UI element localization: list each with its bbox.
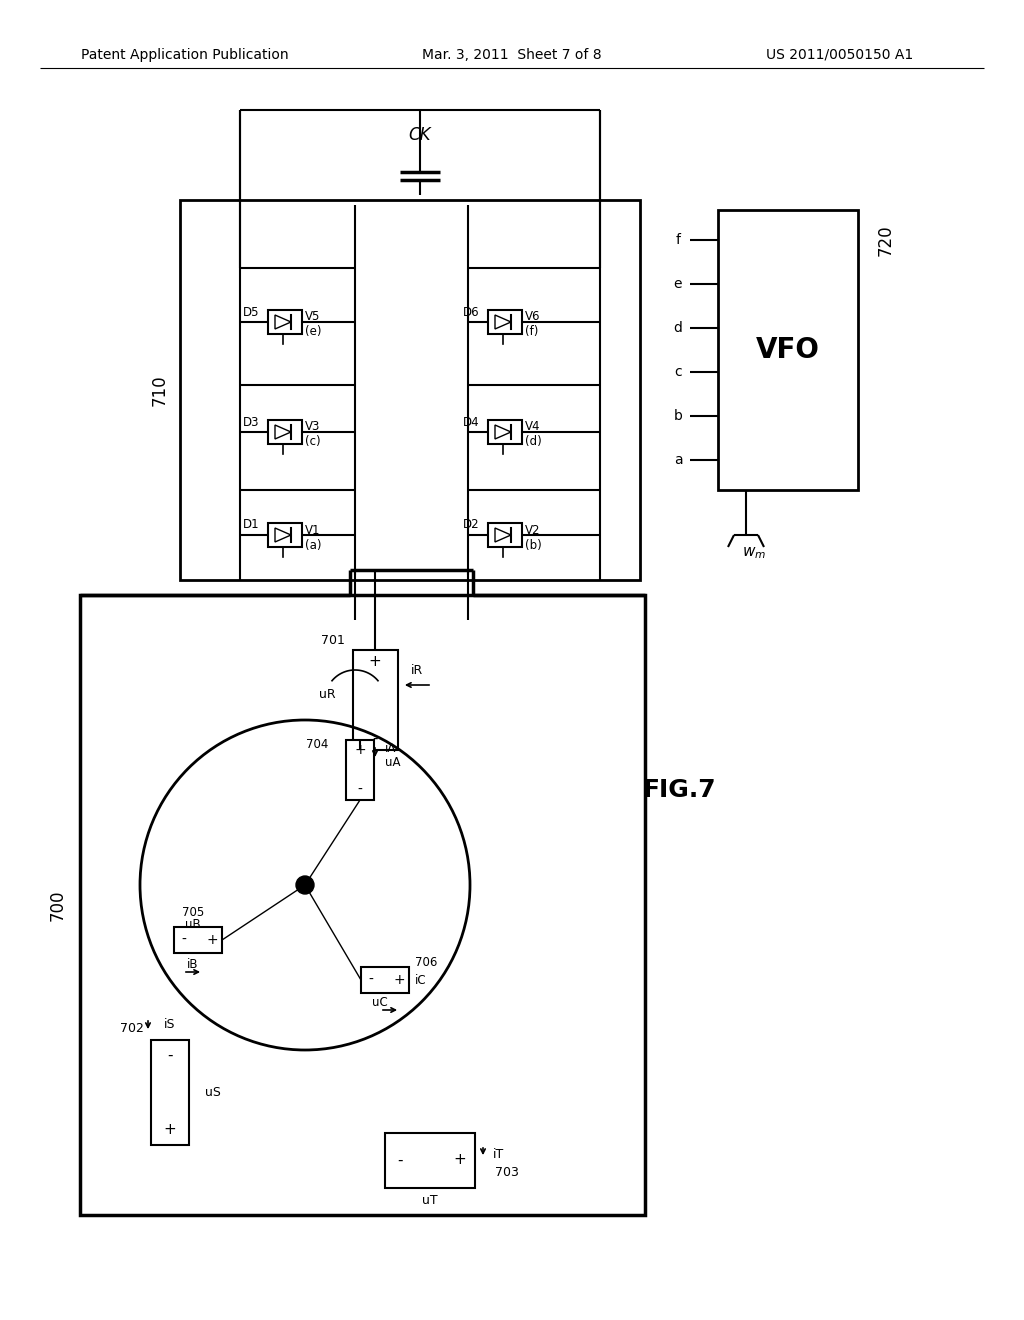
Text: uA: uA xyxy=(385,755,400,768)
Text: -: - xyxy=(397,1152,402,1167)
Text: f: f xyxy=(676,234,681,247)
Text: 706: 706 xyxy=(415,956,437,969)
Bar xyxy=(718,210,858,490)
Text: 704: 704 xyxy=(305,738,328,751)
Text: D1: D1 xyxy=(243,519,260,532)
Text: uC: uC xyxy=(372,995,388,1008)
Text: $w_m$: $w_m$ xyxy=(742,545,766,561)
Text: 710: 710 xyxy=(151,374,169,405)
Text: V5: V5 xyxy=(305,310,321,323)
Text: +: + xyxy=(369,655,381,669)
Bar xyxy=(268,523,302,546)
Text: -: - xyxy=(357,783,362,797)
Text: uB: uB xyxy=(185,917,201,931)
Text: V4: V4 xyxy=(525,421,541,433)
Text: +: + xyxy=(206,933,218,946)
Text: 700: 700 xyxy=(49,890,67,921)
Text: (f): (f) xyxy=(525,326,539,338)
Bar xyxy=(268,310,302,334)
Text: (c): (c) xyxy=(305,436,321,449)
Text: c: c xyxy=(674,366,682,379)
Text: +: + xyxy=(164,1122,176,1138)
Text: iS: iS xyxy=(164,1019,176,1031)
Text: D3: D3 xyxy=(243,416,259,429)
Text: 705: 705 xyxy=(182,906,204,919)
Circle shape xyxy=(296,876,314,894)
Bar xyxy=(151,1040,189,1144)
Text: 703: 703 xyxy=(495,1166,519,1179)
Bar xyxy=(180,201,640,579)
Text: iT: iT xyxy=(493,1148,504,1162)
Bar xyxy=(361,968,409,993)
Text: +: + xyxy=(354,743,366,756)
Text: V3: V3 xyxy=(305,421,321,433)
Text: VFO: VFO xyxy=(756,337,820,364)
Text: uR: uR xyxy=(318,689,335,701)
Text: V1: V1 xyxy=(305,524,321,536)
Text: Patent Application Publication: Patent Application Publication xyxy=(81,48,289,62)
Text: FIG.7: FIG.7 xyxy=(643,777,717,803)
Text: b: b xyxy=(674,409,682,422)
Bar xyxy=(488,310,522,334)
Text: (b): (b) xyxy=(525,539,542,552)
Text: D6: D6 xyxy=(463,305,479,318)
Text: d: d xyxy=(674,321,682,335)
Text: uT: uT xyxy=(422,1195,438,1208)
Text: (e): (e) xyxy=(305,326,322,338)
Text: Mar. 3, 2011  Sheet 7 of 8: Mar. 3, 2011 Sheet 7 of 8 xyxy=(422,48,602,62)
Text: 702: 702 xyxy=(120,1022,144,1035)
Bar xyxy=(488,420,522,444)
Text: -: - xyxy=(373,730,378,746)
Text: (d): (d) xyxy=(525,436,542,449)
Bar xyxy=(385,1133,475,1188)
Text: CK: CK xyxy=(409,125,431,144)
Text: uS: uS xyxy=(205,1085,221,1098)
Text: 701: 701 xyxy=(322,634,345,647)
Text: iR: iR xyxy=(411,664,423,676)
Bar xyxy=(488,523,522,546)
Text: -: - xyxy=(167,1048,173,1063)
Bar xyxy=(353,649,398,750)
Text: +: + xyxy=(393,973,404,987)
Text: D5: D5 xyxy=(243,305,259,318)
Text: iC: iC xyxy=(415,974,427,986)
Text: -: - xyxy=(369,973,374,987)
Text: -: - xyxy=(181,933,186,946)
Text: 720: 720 xyxy=(877,224,895,256)
Text: D2: D2 xyxy=(463,519,479,532)
Text: iB: iB xyxy=(187,958,199,972)
Text: V2: V2 xyxy=(525,524,541,536)
Text: a: a xyxy=(674,453,682,467)
Bar xyxy=(346,741,374,800)
Bar xyxy=(80,595,645,1214)
Text: e: e xyxy=(674,277,682,290)
Bar xyxy=(268,420,302,444)
Text: D4: D4 xyxy=(463,416,479,429)
Bar xyxy=(174,927,222,953)
Text: US 2011/0050150 A1: US 2011/0050150 A1 xyxy=(766,48,913,62)
Text: +: + xyxy=(454,1152,466,1167)
Text: iA: iA xyxy=(385,742,396,755)
Text: V6: V6 xyxy=(525,310,541,323)
Text: (a): (a) xyxy=(305,539,322,552)
